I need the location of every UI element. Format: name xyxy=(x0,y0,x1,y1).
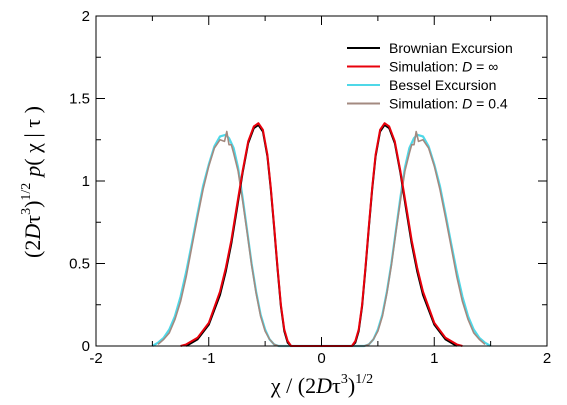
y-axis-label-tau: τ xyxy=(20,215,45,224)
ticks-layer: -2 -1 0 1 2 0 0.5 1 1.5 2 xyxy=(69,8,551,367)
legend-label: Simulation: D = 0.4 xyxy=(389,96,508,112)
x-axis-label-main: χ / (2 xyxy=(270,373,316,398)
x-axis-label-d: D xyxy=(315,373,332,398)
x-axis-label-close: ) xyxy=(348,373,355,398)
y-axis-label-p: p xyxy=(20,166,45,179)
series-bessel-excursion xyxy=(151,133,492,348)
y-axis-label: (2Dτ3)1/2 p( χ | τ ) xyxy=(19,106,45,258)
y-axis-label-open: (2 xyxy=(20,240,45,258)
series-layer xyxy=(151,122,492,348)
x-tick-label: -2 xyxy=(89,350,102,367)
y-axis-label-half: 1/2 xyxy=(19,183,34,201)
x-axis-label-tau: τ xyxy=(332,373,341,398)
x-axis-label: χ / (2Dτ3)1/2 xyxy=(270,372,373,398)
x-tick-label: 0 xyxy=(317,350,325,367)
legend: Brownian Excursion Simulation: D = ∞ Besse… xyxy=(347,40,513,112)
y-axis-label-cube: 3 xyxy=(19,208,34,215)
x-axis-label-cube: 3 xyxy=(341,372,348,387)
y-tick-label: 2 xyxy=(82,8,90,25)
series-brownian-excursion xyxy=(185,123,458,347)
legend-label: Brownian Excursion xyxy=(389,40,513,56)
y-tick-label: 0.5 xyxy=(69,256,90,273)
series-simulation-d-inf xyxy=(180,122,463,347)
legend-label: Simulation: D = ∞ xyxy=(389,59,498,75)
y-tick-label: 0 xyxy=(82,338,90,355)
y-axis-label-paren: ( χ | τ ) xyxy=(20,106,45,166)
series-simulation-d-0-4 xyxy=(157,130,486,347)
x-axis-label-half: 1/2 xyxy=(355,372,373,387)
legend-label: Bessel Excursion xyxy=(389,77,496,93)
x-tick-label: 2 xyxy=(543,350,551,367)
x-tick-label: -1 xyxy=(202,350,215,367)
y-tick-label: 1.5 xyxy=(69,91,90,108)
x-tick-label: 1 xyxy=(430,350,438,367)
y-axis-label-close: ) xyxy=(20,201,45,208)
y-axis-label-d: D xyxy=(20,224,45,241)
y-tick-label: 1 xyxy=(82,173,90,190)
